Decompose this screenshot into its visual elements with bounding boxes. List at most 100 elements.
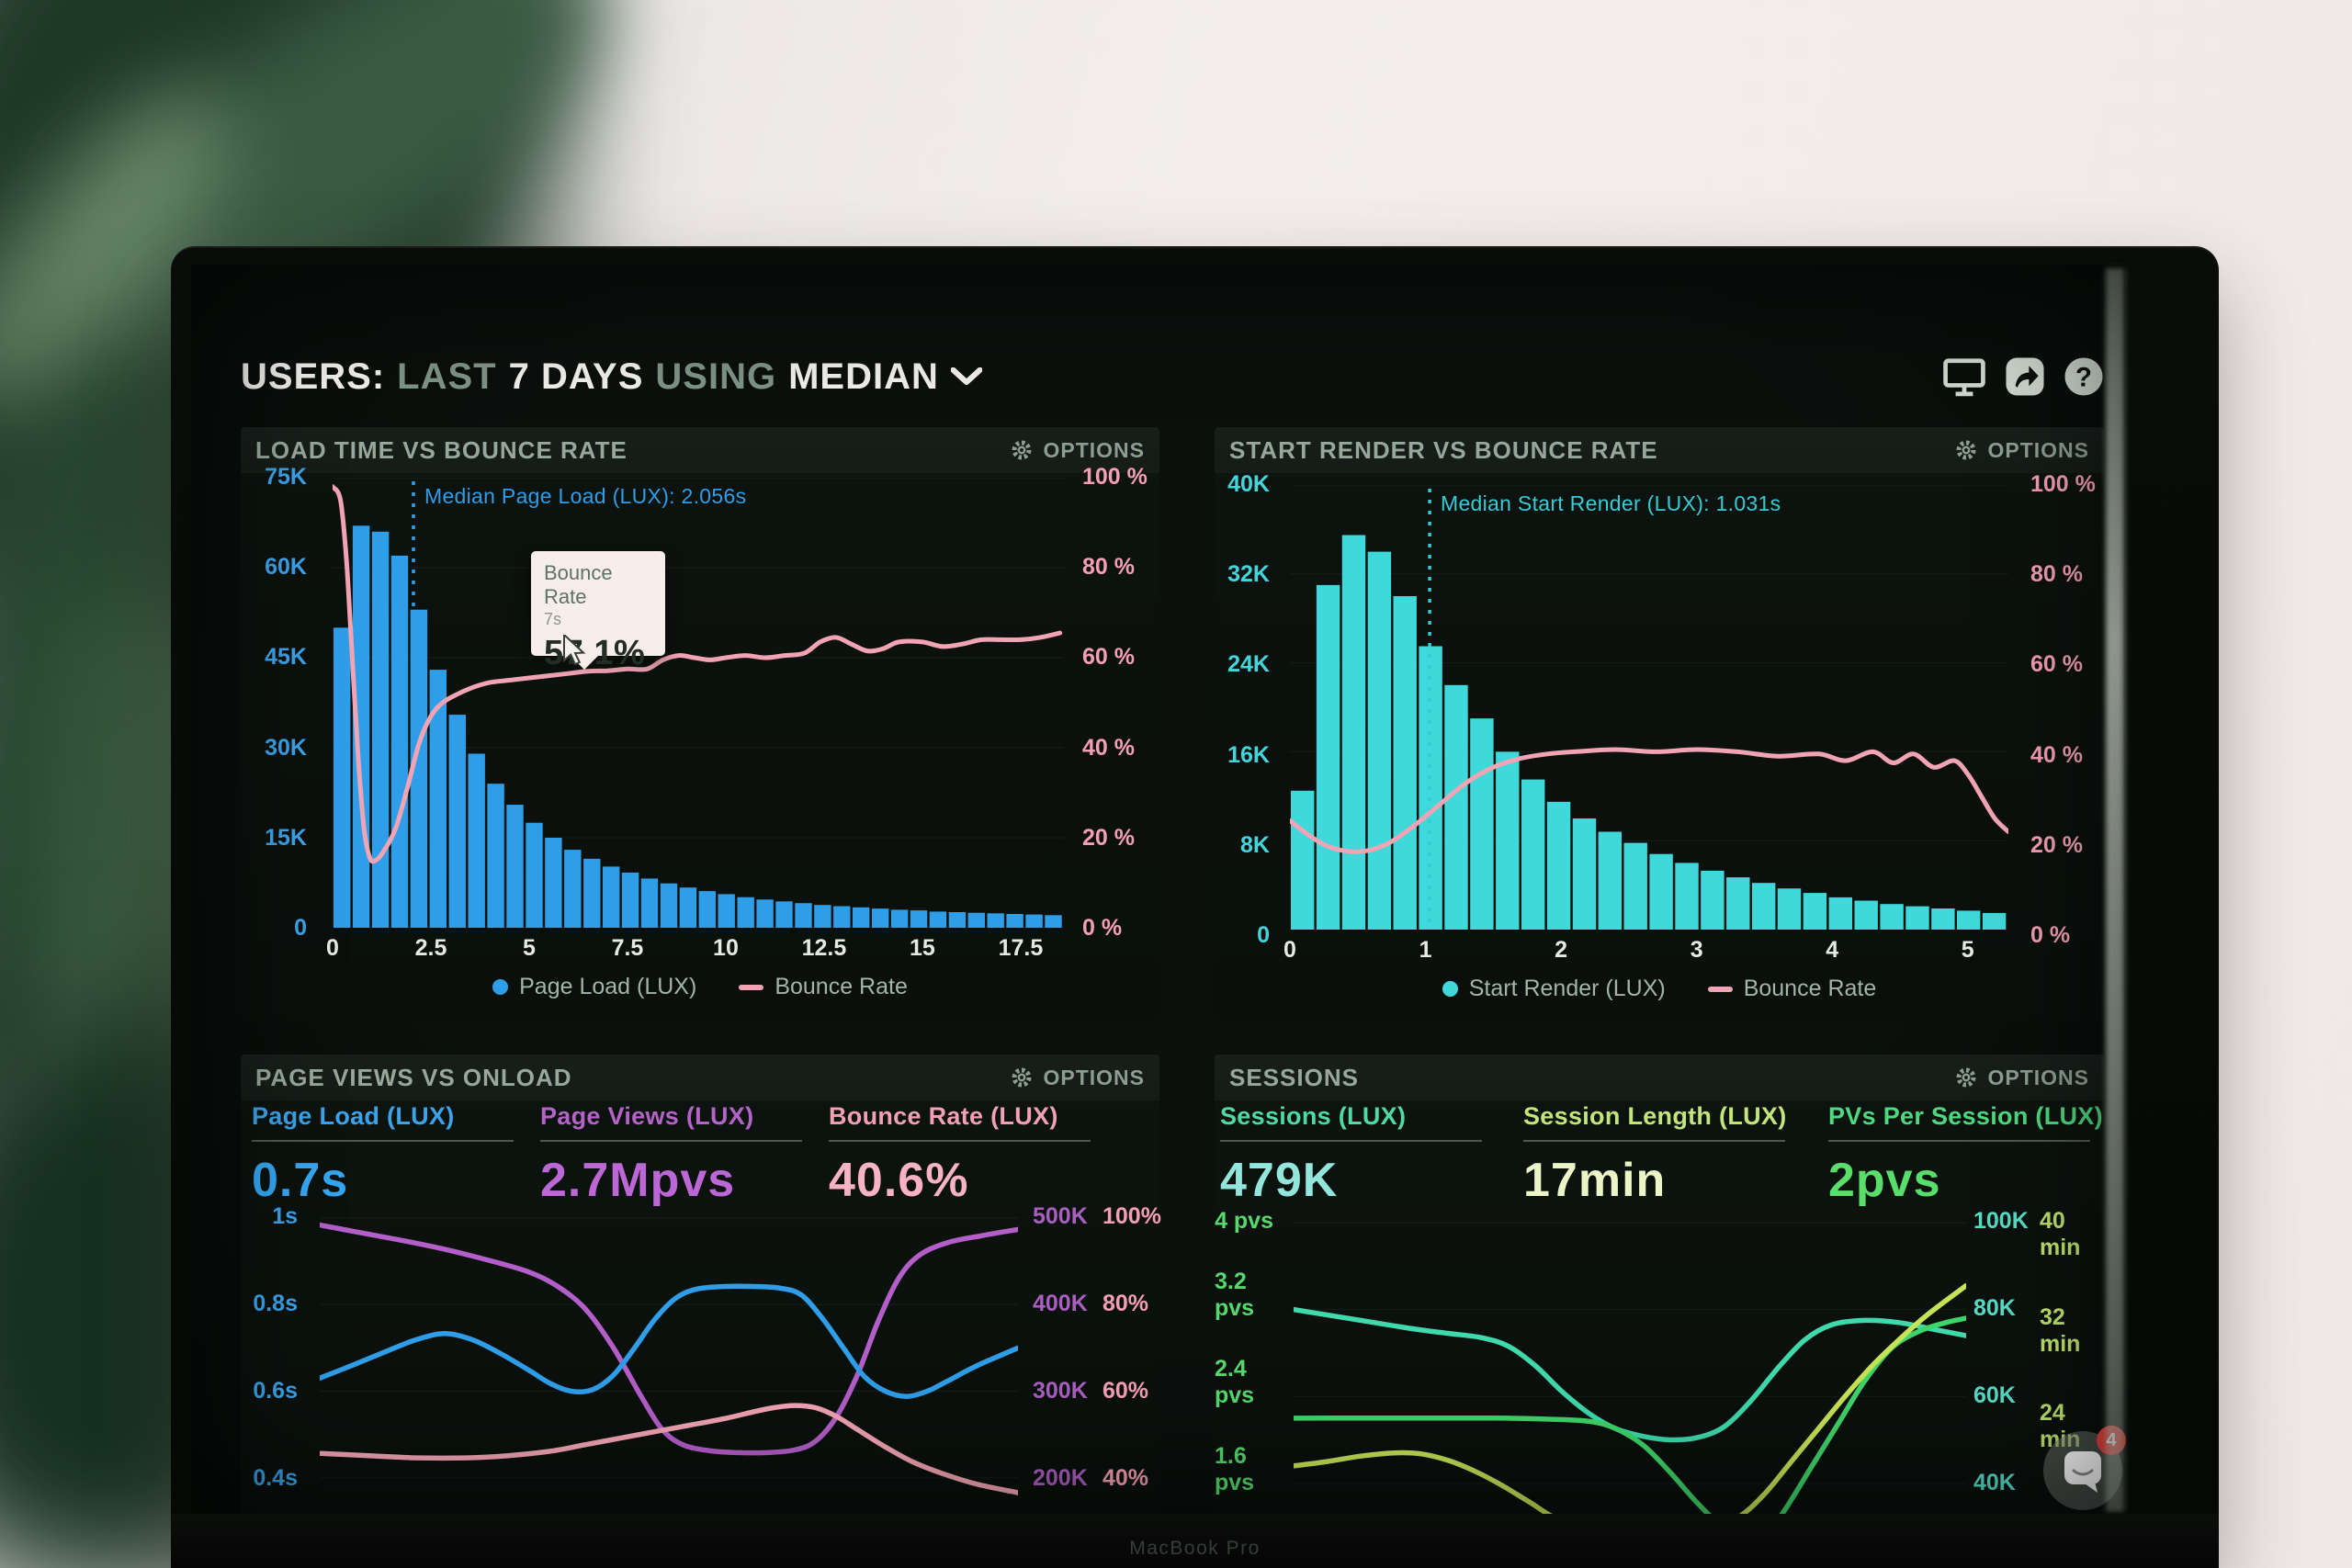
- tooltip-series-name: Bounce Rate: [544, 561, 613, 608]
- x-tick-label: 15: [910, 935, 935, 961]
- mouse-cursor: [563, 635, 586, 666]
- axis-tick-label: 15K: [265, 824, 307, 851]
- tooltip-value: 57.1%: [544, 634, 646, 672]
- title-using: USING: [655, 355, 777, 397]
- metric-session-length: Session Length (LUX) 17min: [1523, 1102, 1808, 1208]
- legend-item: Bounce Rate: [739, 974, 908, 1000]
- options-button[interactable]: OPTIONS: [1010, 1066, 1145, 1090]
- legend-marker: [739, 984, 764, 990]
- legend-marker: [1442, 981, 1458, 997]
- panel-header: START RENDER VS BOUNCE RATE OPTIONS: [1215, 427, 2104, 473]
- page-title-dropdown[interactable]: USERS: LAST 7 DAYS USING MEDIAN: [241, 356, 982, 398]
- panel-start-render-vs-bounce-rate: START RENDER VS BOUNCE RATE OPTIONS 40K 3…: [1215, 427, 2104, 1020]
- title-users: USERS:: [241, 355, 386, 397]
- gear-icon: [1956, 1067, 1976, 1088]
- display-icon[interactable]: [1942, 356, 1986, 397]
- legend-item: Page Load (LUX): [492, 974, 696, 1000]
- axis-tick-label: 1.6 pvs: [1215, 1443, 1255, 1495]
- axis-tick-label: 40 min: [2040, 1208, 2081, 1260]
- metric-label: Page Views (LUX): [540, 1102, 754, 1130]
- axis-tick-label: 300K: [1033, 1378, 1088, 1404]
- y-axis-right: 100 % 80 % 60 % 40 % 20 % 0 %: [2030, 471, 2104, 949]
- axis-tick-label: 40 %: [2030, 741, 2083, 768]
- x-tick-label: 5: [523, 935, 536, 961]
- chart-legend: Page Load (LUX) Bounce Rate: [241, 974, 1159, 1000]
- x-tick-label: 1: [1419, 937, 1432, 963]
- options-button[interactable]: OPTIONS: [1010, 438, 1145, 463]
- load-time-chart-plot[interactable]: [333, 478, 1064, 928]
- metric-divider: [829, 1140, 1091, 1142]
- metric-page-load: Page Load (LUX) 0.7s: [252, 1102, 537, 1208]
- legend-label: Bounce Rate: [775, 974, 908, 999]
- axis-tick-label: 100K: [1973, 1208, 2029, 1234]
- x-tick-label: 2.5: [414, 935, 447, 961]
- series-min: [1294, 1282, 1966, 1526]
- series-sec: [320, 1283, 1018, 1399]
- axis-tick-label: 80K: [1973, 1295, 2016, 1321]
- panel-sessions: SESSIONS OPTIONS Sessions (LUX) 479K Ses…: [1215, 1055, 2104, 1568]
- legend-marker: [1707, 986, 1733, 992]
- title-range: 7 DAYS: [508, 355, 644, 397]
- axis-tick-label: 60K: [1973, 1382, 2016, 1408]
- axis-tick-label: 1s: [272, 1203, 298, 1229]
- metric-divider: [540, 1140, 802, 1142]
- metric-value: 17min: [1523, 1154, 1667, 1207]
- metric-divider: [1523, 1140, 1785, 1142]
- x-axis-labels: 0 1 2 3 4 5: [1283, 937, 2008, 966]
- panel-title: LOAD TIME VS BOUNCE RATE: [255, 435, 628, 464]
- axis-tick-label: 0.4s: [253, 1465, 298, 1491]
- options-button[interactable]: OPTIONS: [1954, 1066, 2089, 1090]
- y-axis-right-k: 500K 400K 300K 200K: [1033, 1203, 1093, 1492]
- y-axis-right: 100 % 80 % 60 % 40 % 20 % 0 %: [1082, 464, 1159, 942]
- median-annotation: Median Page Load (LUX): 2.056s: [424, 484, 747, 508]
- gear-icon: [1012, 440, 1032, 460]
- axis-tick-label: 32 min: [2040, 1303, 2081, 1357]
- share-icon[interactable]: [2005, 356, 2045, 397]
- axis-tick-label: 4 pvs: [1215, 1208, 1273, 1234]
- series-k: [320, 1222, 1018, 1456]
- axis-tick-label: 2.4 pvs: [1215, 1356, 1255, 1408]
- laptop-brand-label: MacBook Pro: [1129, 1538, 1261, 1559]
- sessions-chart-plot[interactable]: [1294, 1213, 1966, 1526]
- axis-tick-label: 24K: [1227, 651, 1270, 678]
- options-button[interactable]: OPTIONS: [1954, 438, 2089, 463]
- metric-value: 2pvs: [1828, 1154, 1941, 1207]
- axis-tick-label: 60K: [265, 554, 307, 581]
- axis-tick-label: 16K: [1227, 741, 1270, 768]
- options-label: OPTIONS: [1043, 437, 1145, 462]
- axis-tick-label: 0 %: [1082, 914, 1123, 941]
- screen-edge-reflection: [2106, 268, 2124, 1512]
- legend-label: Start Render (LUX): [1468, 976, 1666, 1001]
- axis-tick-label: 0.6s: [253, 1378, 298, 1404]
- axis-tick-label: 20 %: [2030, 831, 2083, 858]
- pageviews-chart: [320, 1217, 1018, 1495]
- page-views-chart-plot[interactable]: [320, 1209, 1018, 1521]
- app-header: USERS: LAST 7 DAYS USING MEDIAN ?: [241, 347, 2104, 406]
- legend-item: Bounce Rate: [1707, 976, 1876, 1002]
- help-icon[interactable]: ?: [2064, 356, 2104, 397]
- axis-tick-label: 80%: [1102, 1291, 1149, 1316]
- metric-divider: [1828, 1140, 2090, 1142]
- series-pvs: [1294, 1315, 1966, 1526]
- axis-tick-label: 20 %: [1082, 824, 1135, 851]
- metric-label: Page Load (LUX): [252, 1102, 455, 1130]
- axis-tick-label: 100%: [1102, 1203, 1161, 1229]
- options-label: OPTIONS: [1987, 437, 2089, 462]
- metric-divider: [1220, 1140, 1482, 1142]
- metric-label: Session Length (LUX): [1523, 1102, 1787, 1130]
- start-render-chart-plot[interactable]: [1290, 485, 2008, 930]
- metric-label: Bounce Rate (LUX): [829, 1102, 1058, 1130]
- axis-tick-label: 32K: [1227, 561, 1270, 588]
- axis-tick-label: 200K: [1033, 1465, 1088, 1491]
- metric-value: 40.6%: [829, 1154, 969, 1207]
- title-metric: MEDIAN: [788, 355, 939, 397]
- axis-tick-label: 100 %: [2030, 471, 2096, 497]
- median-annotation: Median Start Render (LUX): 1.031s: [1441, 491, 1781, 515]
- panel-load-time-vs-bounce-rate: LOAD TIME VS BOUNCE RATE OPTIONS 75K 60K 4…: [241, 427, 1159, 1020]
- metric-value: 2.7Mpvs: [540, 1154, 736, 1207]
- axis-tick-label: 40K: [1227, 471, 1270, 497]
- axis-tick-label: 60 %: [1082, 644, 1135, 671]
- chart-legend: Start Render (LUX) Bounce Rate: [1215, 976, 2104, 1002]
- x-tick-label: 7.5: [611, 935, 644, 961]
